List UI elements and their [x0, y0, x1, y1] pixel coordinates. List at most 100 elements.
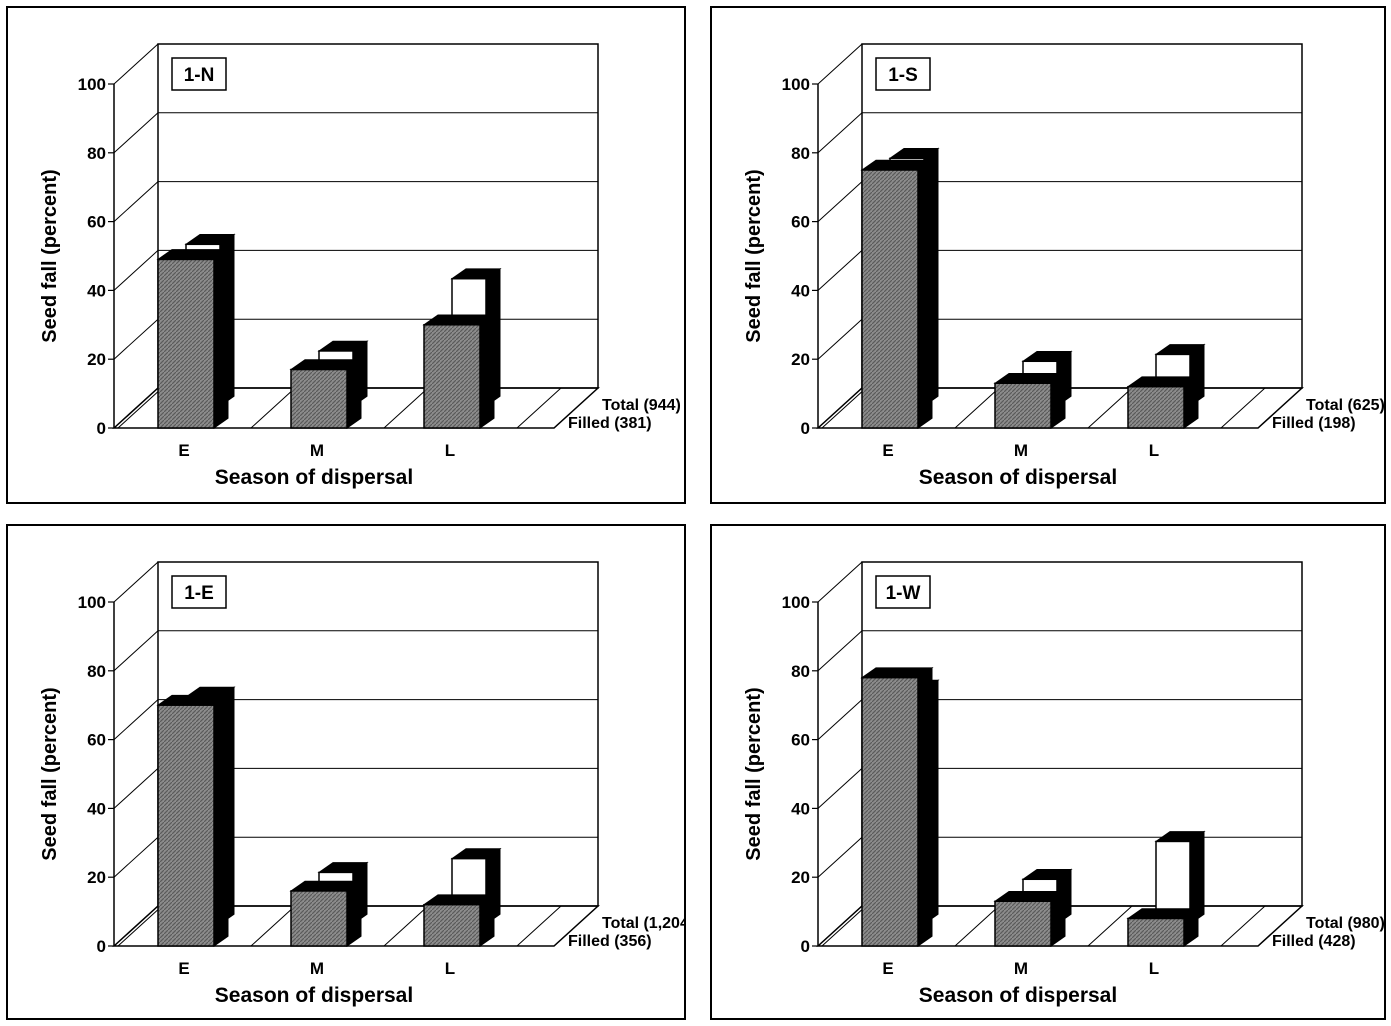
series-label-filled: Filled (198) [1272, 415, 1356, 432]
floor-divider [821, 387, 867, 429]
y-tick-label: 100 [782, 75, 810, 94]
side-wall-line [817, 836, 863, 878]
side-wall-line [113, 561, 159, 603]
y-tick-label: 100 [78, 75, 106, 94]
y-tick-label: 80 [87, 662, 106, 681]
floor-divider [383, 905, 429, 947]
side-wall-line [817, 630, 863, 672]
side-wall-line [817, 768, 863, 809]
series-label-filled: Filled (356) [568, 933, 652, 950]
x-tick-label: L [445, 959, 455, 978]
panel-title: 1-N [171, 57, 227, 91]
x-tick-label: L [1149, 441, 1159, 460]
y-tick-label: 20 [87, 868, 106, 887]
side-wall-line [113, 318, 159, 360]
x-tick-label: L [445, 441, 455, 460]
y-tick-label: 40 [791, 281, 810, 300]
floor-divider [1087, 905, 1133, 947]
side-wall-line [113, 181, 159, 222]
y-tick-label: 60 [87, 213, 106, 232]
side-wall-line [113, 768, 159, 809]
x-tick-label: E [882, 441, 893, 460]
x-axis-label: Season of dispersal [919, 466, 1117, 489]
bar-filled-L [422, 314, 496, 429]
x-axis-label: Season of dispersal [215, 984, 413, 1007]
side-wall-line [817, 561, 863, 603]
side-wall-line [817, 318, 863, 360]
x-tick-label: E [882, 959, 893, 978]
floor [112, 387, 600, 429]
bar-filled-E [156, 694, 230, 947]
x-tick-label: M [310, 959, 324, 978]
floor-divider [954, 387, 1000, 429]
x-tick-label: E [178, 959, 189, 978]
bar-filled-M [993, 372, 1067, 429]
y-tick-label: 60 [87, 731, 106, 750]
side-wall-line [817, 112, 863, 154]
series-label-total: Total (980) [1306, 915, 1384, 932]
bar-filled-L [1126, 375, 1200, 429]
floor-divider [383, 387, 429, 429]
x-tick-label: M [1014, 441, 1028, 460]
y-axis-label: Seed fall (percent) [743, 687, 765, 860]
bar-filled-L [422, 893, 496, 947]
floor-divider [117, 387, 163, 429]
floor-divider [516, 905, 562, 947]
y-tick-label: 0 [97, 419, 106, 438]
bar-filled-M [993, 890, 1067, 947]
floor-divider [821, 905, 867, 947]
y-tick-label: 40 [87, 281, 106, 300]
panel-title: 1-S [875, 57, 931, 91]
side-wall-line [113, 630, 159, 672]
floor-divider [250, 905, 296, 947]
side-wall-line [817, 250, 863, 291]
y-tick-label: 20 [87, 350, 106, 369]
series-label-filled: Filled (381) [568, 415, 652, 432]
x-axis-label: Season of dispersal [919, 984, 1117, 1007]
floor [816, 905, 1304, 947]
y-tick-label: 60 [791, 731, 810, 750]
side-wall-line [817, 181, 863, 222]
y-tick-label: 60 [791, 213, 810, 232]
side-wall-line [817, 43, 863, 85]
side-wall-line [113, 699, 159, 740]
floor-edge [1257, 411, 1277, 429]
y-tick-label: 80 [791, 144, 810, 163]
y-tick-label: 100 [78, 593, 106, 612]
y-tick-label: 40 [791, 799, 810, 818]
series-label-total: Total (625) [1306, 397, 1384, 414]
bar-filled-E [860, 159, 934, 429]
floor-divider [516, 387, 562, 429]
y-axis-label: Seed fall (percent) [39, 169, 61, 342]
side-wall-line [113, 43, 159, 85]
y-tick-label: 100 [782, 593, 810, 612]
series-label-filled: Filled (428) [1272, 933, 1356, 950]
y-tick-label: 0 [97, 937, 106, 956]
y-axis-label: Seed fall (percent) [743, 169, 765, 342]
x-axis-label: Season of dispersal [215, 466, 413, 489]
side-wall-line [113, 836, 159, 878]
y-tick-label: 20 [791, 350, 810, 369]
floor-divider [1087, 387, 1133, 429]
floor-divider [250, 387, 296, 429]
y-tick-label: 80 [87, 144, 106, 163]
y-tick-label: 0 [801, 419, 810, 438]
x-tick-label: M [1014, 959, 1028, 978]
y-tick-label: 0 [801, 937, 810, 956]
y-tick-label: 80 [791, 662, 810, 681]
chart-panel-1s: 0 20 40 60 80 100 Seed fall (percent) 1-S E M L Tot… [710, 6, 1386, 504]
y-axis-label: Seed fall (percent) [39, 687, 61, 860]
chart-panel-1n: 0 20 40 60 80 100 Seed fall (percent) 1-N E M L Tot… [6, 6, 686, 504]
side-wall-line [113, 250, 159, 291]
bar-filled-E [156, 248, 230, 429]
chart-svg: 0 20 40 60 80 100 Seed fall (percent) 1-E E M L Tot… [39, 561, 684, 1007]
x-tick-label: L [1149, 959, 1159, 978]
floor-divider [117, 905, 163, 947]
floor [112, 905, 600, 947]
side-wall-line [113, 112, 159, 154]
floor-edge [553, 411, 573, 429]
panel-title: 1-W [875, 575, 931, 609]
panel-title: 1-E [171, 575, 227, 609]
y-tick-label: 20 [791, 868, 810, 887]
svg-text:1-W: 1-W [886, 583, 921, 604]
